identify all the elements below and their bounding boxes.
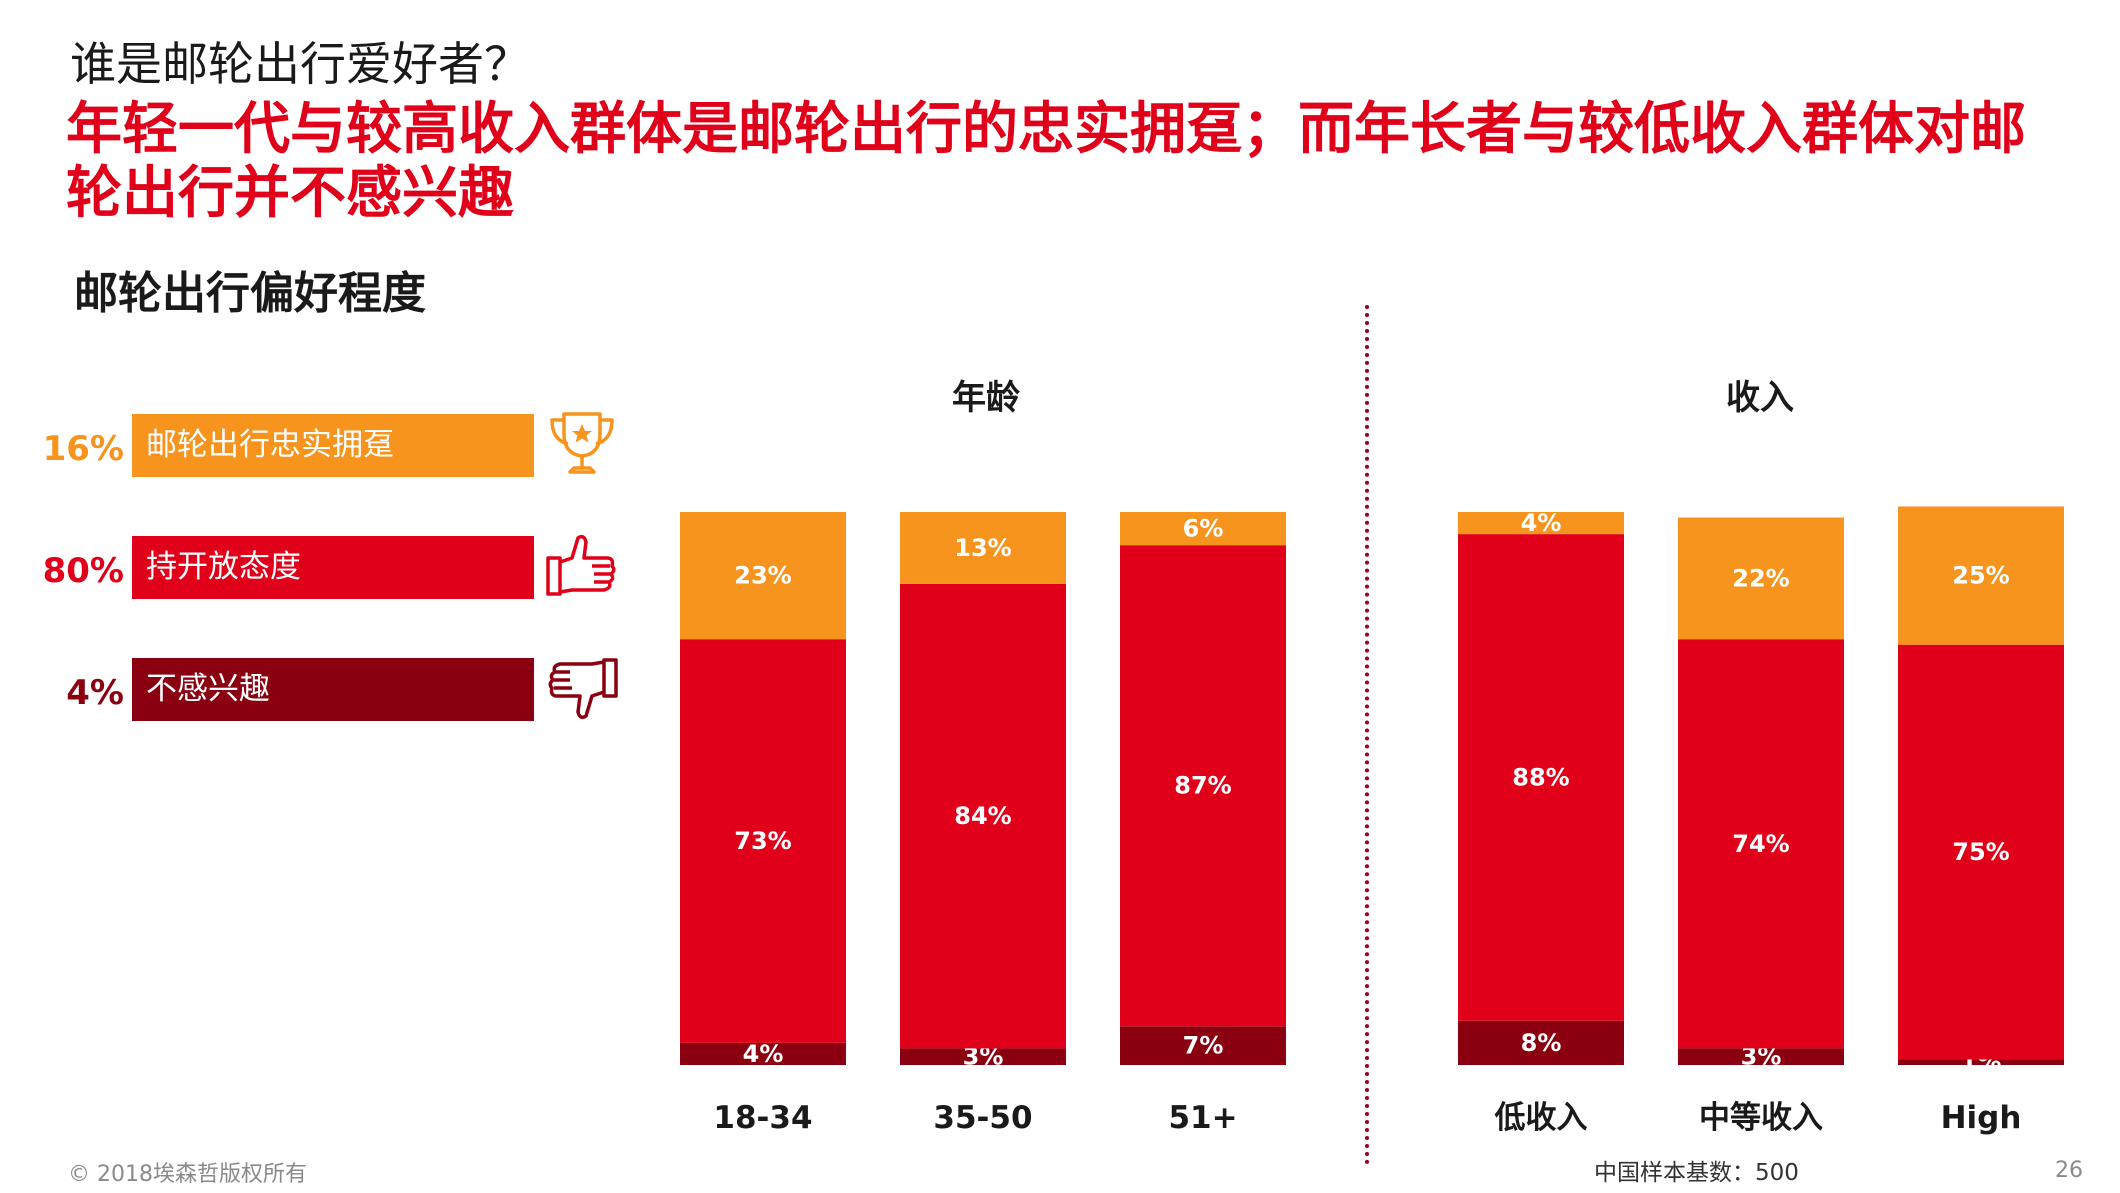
income-group-title: 收入 (1726, 378, 1794, 418)
question-title: 谁是邮轮出行爱好者？ (70, 37, 530, 91)
bar-segment-notinterested (1678, 1048, 1844, 1065)
bar-segment-notinterested (900, 1048, 1066, 1065)
bar-segment-fan (1458, 512, 1624, 535)
bar-segment-open (1120, 545, 1286, 1027)
bar-segment-fan (1678, 517, 1844, 640)
age-group-title: 年龄 (952, 378, 1020, 418)
legend-box-open: 持开放态度 (132, 536, 534, 599)
bar-segment-fan (1898, 506, 2064, 645)
data-label-open: 88% (1512, 763, 1569, 791)
group-divider (1365, 305, 1369, 1165)
thumbs-up-icon (544, 528, 620, 604)
copyright: © 2018埃森哲版权所有 (68, 1162, 307, 1187)
data-label-open: 87% (1174, 772, 1231, 800)
category-label: 51+ (1168, 1100, 1237, 1136)
bar-segment-notinterested (1120, 1026, 1286, 1065)
legend-pct-open: 80% (42, 551, 124, 591)
data-label-open: 84% (954, 802, 1011, 830)
data-label-notinterested: 8% (1521, 1029, 1562, 1057)
category-label: 低收入 (1494, 1100, 1588, 1136)
legend-box-fan: 邮轮出行忠实拥趸 (132, 414, 534, 477)
category-label: High (1941, 1100, 2022, 1136)
legend-box-notinterested: 不感兴趣 (132, 658, 534, 721)
legend-pct-notinterested: 4% (66, 673, 124, 713)
data-label-notinterested: 7% (1183, 1032, 1224, 1060)
category-label: 35-50 (933, 1100, 1032, 1136)
thumbs-down-icon (544, 650, 620, 726)
data-label-open: 75% (1952, 838, 2009, 866)
trophy-icon (544, 406, 620, 482)
bar-segment-fan (900, 512, 1066, 584)
bar-segment-open (1678, 639, 1844, 1049)
bar-segment-open (680, 639, 846, 1043)
data-label-notinterested: 4% (743, 1040, 784, 1068)
headline: 年轻一代与较高收入群体是邮轮出行的忠实拥趸；而年长者与较低收入群体对邮轮出行并不… (66, 97, 2026, 226)
bar-segment-notinterested (1458, 1020, 1624, 1065)
data-label-fan: 25% (1952, 562, 2009, 590)
section-title: 邮轮出行偏好程度 (74, 268, 426, 319)
bar-segment-fan (1120, 512, 1286, 546)
bar-segment-open (1898, 644, 2064, 1060)
bar-segment-open (900, 583, 1066, 1049)
bar-segment-open (1458, 534, 1624, 1021)
data-label-fan: 23% (734, 562, 791, 590)
data-label-fan: 13% (954, 534, 1011, 562)
sample-size-note: 中国样本基数：500 (1594, 1160, 1799, 1186)
data-label-open: 74% (1732, 830, 1789, 858)
data-label-open: 73% (734, 827, 791, 855)
bar-segment-notinterested (680, 1042, 846, 1065)
bar-segment-notinterested (1898, 1059, 2064, 1065)
legend-pct-fan: 16% (42, 429, 124, 469)
bar-segment-fan (680, 512, 846, 640)
data-label-fan: 4% (1521, 509, 1562, 537)
category-label: 18-34 (713, 1100, 812, 1136)
data-label-fan: 22% (1732, 564, 1789, 592)
page-number: 26 (2055, 1158, 2083, 1183)
data-label-fan: 6% (1183, 515, 1224, 543)
category-label: 中等收入 (1699, 1100, 1823, 1136)
